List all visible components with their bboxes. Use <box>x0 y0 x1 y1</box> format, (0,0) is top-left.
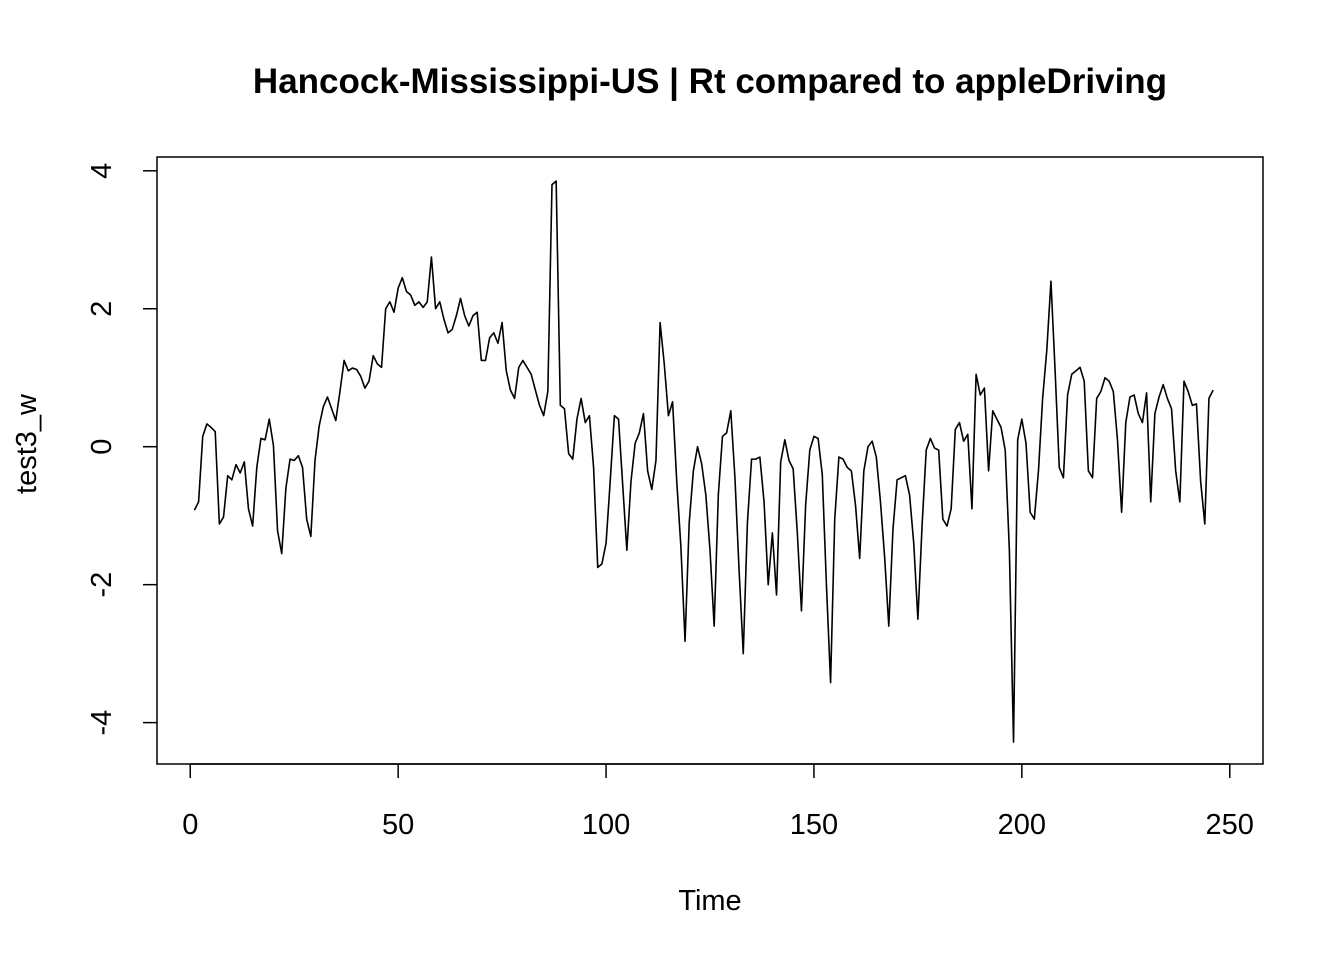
x-axis: 0 50 100 150 200 250 <box>182 763 1254 841</box>
x-tick-label: 200 <box>998 809 1046 841</box>
y-tick-label: 4 <box>86 163 118 179</box>
y-axis-label: test3_w <box>11 393 43 494</box>
x-tick-label: 50 <box>382 809 414 841</box>
y-tick-label: 2 <box>86 301 118 317</box>
x-axis-label: Time <box>678 885 741 917</box>
x-tick-label: 0 <box>182 809 198 841</box>
y-tick-label: -4 <box>86 710 118 736</box>
y-axis: -4 -2 0 2 4 <box>86 163 157 736</box>
x-tick-label: 150 <box>790 809 838 841</box>
series-line <box>193 180 1214 743</box>
plot-frame <box>156 156 1264 765</box>
chart-title: Hancock-Mississippi-US | Rt compared to … <box>253 62 1167 101</box>
x-tick-label: 100 <box>582 809 630 841</box>
y-tick-label: 0 <box>86 439 118 455</box>
x-tick-label: 250 <box>1206 809 1254 841</box>
y-tick-label: -2 <box>86 572 118 598</box>
